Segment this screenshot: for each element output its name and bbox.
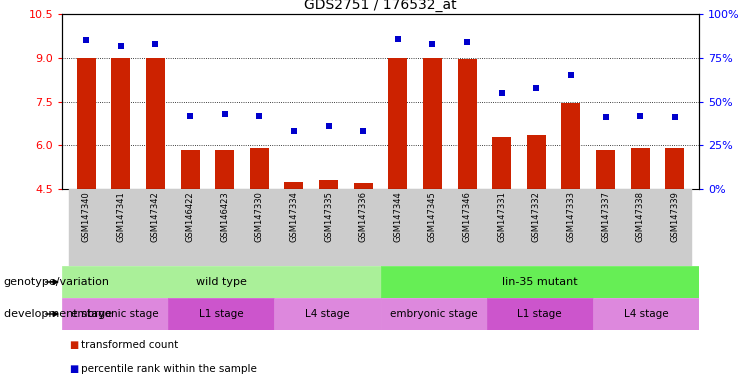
- Text: GSM147340: GSM147340: [82, 191, 90, 242]
- Text: GSM147335: GSM147335: [324, 191, 333, 242]
- Text: GSM146422: GSM146422: [185, 191, 195, 242]
- Bar: [173, 189, 207, 266]
- Point: [461, 39, 473, 45]
- Point: [150, 41, 162, 47]
- Text: GSM147334: GSM147334: [290, 191, 299, 242]
- Point: [219, 111, 230, 117]
- Bar: [519, 189, 554, 266]
- Bar: [111, 58, 130, 189]
- Text: L4 stage: L4 stage: [305, 309, 350, 319]
- Text: GSM147332: GSM147332: [532, 191, 541, 242]
- Text: GSM147331: GSM147331: [497, 191, 506, 242]
- Bar: [69, 189, 104, 266]
- Bar: [380, 298, 487, 330]
- Text: ■: ■: [70, 340, 79, 350]
- Bar: [596, 150, 615, 189]
- Bar: [631, 148, 650, 189]
- Bar: [665, 148, 684, 189]
- Bar: [593, 298, 699, 330]
- Text: GSM147330: GSM147330: [255, 191, 264, 242]
- Text: GSM147345: GSM147345: [428, 191, 437, 242]
- Bar: [276, 189, 311, 266]
- Point: [427, 41, 439, 47]
- Bar: [181, 150, 199, 189]
- Text: wild type: wild type: [196, 277, 247, 287]
- Text: GSM147333: GSM147333: [566, 191, 576, 242]
- Point: [669, 114, 681, 120]
- Text: percentile rank within the sample: percentile rank within the sample: [81, 364, 256, 374]
- Bar: [457, 59, 476, 189]
- Text: embryonic stage: embryonic stage: [390, 309, 477, 319]
- Text: L4 stage: L4 stage: [624, 309, 668, 319]
- Bar: [274, 298, 380, 330]
- Text: transformed count: transformed count: [81, 340, 178, 350]
- Point: [253, 113, 265, 119]
- Bar: [319, 180, 338, 189]
- Bar: [450, 189, 485, 266]
- Title: GDS2751 / 176532_at: GDS2751 / 176532_at: [305, 0, 456, 12]
- Bar: [311, 189, 346, 266]
- Bar: [242, 189, 276, 266]
- Bar: [562, 103, 580, 189]
- Bar: [215, 150, 234, 189]
- Text: embryonic stage: embryonic stage: [71, 309, 159, 319]
- Text: development stage: development stage: [4, 309, 112, 319]
- Text: GSM147338: GSM147338: [636, 191, 645, 242]
- Point: [531, 84, 542, 91]
- Point: [357, 128, 369, 134]
- Bar: [207, 189, 242, 266]
- Bar: [623, 189, 657, 266]
- Bar: [657, 189, 692, 266]
- Point: [599, 114, 611, 120]
- Bar: [250, 148, 269, 189]
- Bar: [554, 189, 588, 266]
- Point: [634, 113, 646, 119]
- Bar: [492, 136, 511, 189]
- Bar: [146, 58, 165, 189]
- Point: [392, 35, 404, 41]
- Text: GSM147342: GSM147342: [151, 191, 160, 242]
- Text: genotype/variation: genotype/variation: [4, 277, 110, 287]
- Bar: [285, 182, 304, 189]
- Bar: [380, 189, 415, 266]
- Text: ■: ■: [70, 364, 79, 374]
- Text: GSM147346: GSM147346: [462, 191, 471, 242]
- Bar: [62, 266, 380, 298]
- Bar: [77, 58, 96, 189]
- Bar: [588, 189, 623, 266]
- Bar: [388, 58, 408, 189]
- Text: GSM147339: GSM147339: [671, 191, 679, 242]
- Point: [115, 42, 127, 48]
- Point: [288, 128, 300, 134]
- Point: [496, 90, 508, 96]
- Bar: [138, 189, 173, 266]
- Bar: [62, 298, 168, 330]
- Bar: [104, 189, 138, 266]
- Point: [185, 113, 196, 119]
- Bar: [527, 135, 546, 189]
- Bar: [487, 298, 593, 330]
- Text: GSM147341: GSM147341: [116, 191, 125, 242]
- Text: GSM146423: GSM146423: [220, 191, 229, 242]
- Point: [565, 72, 576, 78]
- Text: GSM147344: GSM147344: [393, 191, 402, 242]
- Bar: [353, 182, 373, 189]
- Text: GSM147336: GSM147336: [359, 191, 368, 242]
- Bar: [346, 189, 380, 266]
- Text: L1 stage: L1 stage: [517, 309, 562, 319]
- Text: lin-35 mutant: lin-35 mutant: [502, 277, 577, 287]
- Text: L1 stage: L1 stage: [199, 309, 244, 319]
- Text: GSM147337: GSM147337: [601, 191, 610, 242]
- Point: [322, 123, 334, 129]
- Bar: [380, 266, 699, 298]
- Bar: [168, 298, 274, 330]
- Bar: [485, 189, 519, 266]
- Point: [80, 37, 92, 43]
- Bar: [415, 189, 450, 266]
- Bar: [423, 58, 442, 189]
